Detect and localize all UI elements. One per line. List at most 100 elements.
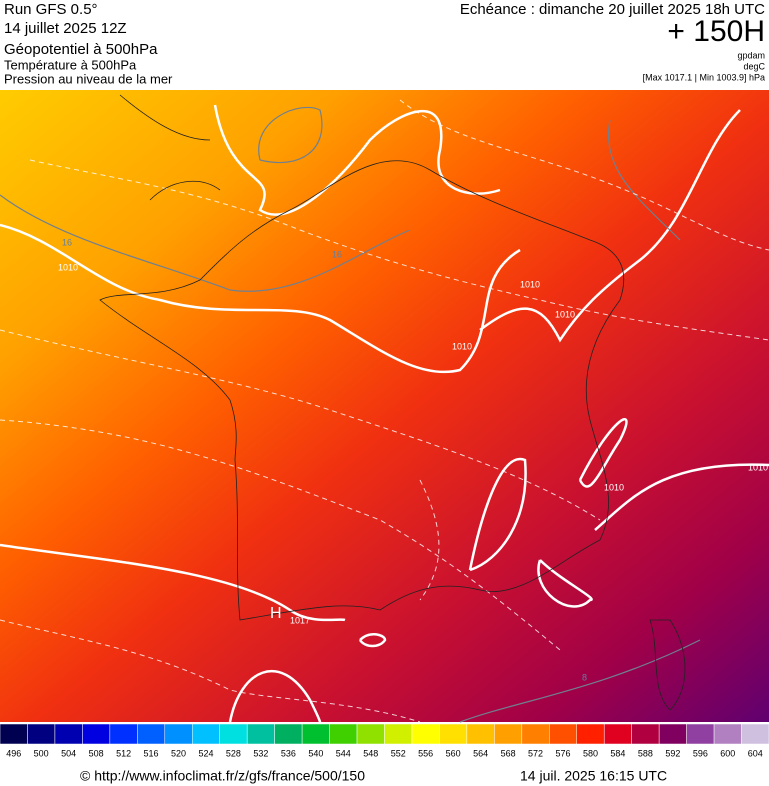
colorbar-label: 516 <box>144 748 159 758</box>
colorbar-label: 552 <box>391 748 406 758</box>
colorbar-label: 592 <box>665 748 680 758</box>
colorbar-label: 544 <box>336 748 351 758</box>
field: Géopotentiel à 500hPa <box>4 41 158 58</box>
colorbar-label: 568 <box>501 748 516 758</box>
colorbar-label: 564 <box>473 748 488 758</box>
color-swatch <box>466 723 495 745</box>
dashed-contour <box>0 619 421 723</box>
coastline <box>119 94 686 711</box>
colorbar-label: 524 <box>198 748 213 758</box>
color-swatch <box>137 723 166 745</box>
map-label: 1010 <box>748 462 768 472</box>
colorbar-label: 504 <box>61 748 76 758</box>
unit: degC <box>743 61 765 71</box>
map-label: 8 <box>582 672 587 682</box>
colorbar-label: 576 <box>556 748 571 758</box>
color-swatch <box>521 723 550 745</box>
colorbar-label: 556 <box>418 748 433 758</box>
colorbar-label: 560 <box>446 748 461 758</box>
map-label: 1010 <box>604 482 624 492</box>
color-swatch <box>164 723 193 745</box>
isobar <box>578 418 628 488</box>
colorbar-label: 508 <box>89 748 104 758</box>
colorbar-label: 584 <box>610 748 625 758</box>
isotherm <box>607 119 681 241</box>
map-label: H <box>270 605 282 622</box>
isobar <box>594 463 769 531</box>
isobar <box>468 457 527 572</box>
dashed-contour <box>29 159 769 341</box>
isobar <box>0 543 346 622</box>
colorbar-label: 536 <box>281 748 296 758</box>
dashed-contour <box>419 479 440 601</box>
colorbar-label: 520 <box>171 748 186 758</box>
colorbar-label: 600 <box>720 748 735 758</box>
colorbar-label: 500 <box>34 748 49 758</box>
dashed-contour <box>0 419 561 651</box>
color-swatch <box>301 723 330 745</box>
map-label: 16 <box>332 249 342 259</box>
map-label: 1010 <box>555 309 575 319</box>
isobar <box>479 109 741 343</box>
isobar <box>358 633 387 648</box>
colorbar-label: 588 <box>638 748 653 758</box>
colorbar-label: 496 <box>6 748 21 758</box>
color-swatch <box>0 723 28 745</box>
dashed-contour <box>399 99 769 251</box>
map-label: 1010 <box>452 341 472 351</box>
color-swatch <box>603 723 632 745</box>
color-swatch <box>274 723 303 745</box>
france-outline <box>99 160 625 621</box>
run-title: Run GFS 0.5° <box>4 1 98 18</box>
color-swatch <box>411 723 440 745</box>
map-field <box>0 90 769 722</box>
unit: gpdam <box>737 50 765 60</box>
lead-time: + 150H <box>667 15 765 48</box>
isotherm <box>459 639 701 723</box>
color-swatch <box>741 723 769 745</box>
color-swatch <box>686 723 715 745</box>
isobar <box>228 669 322 723</box>
color-swatch <box>329 723 358 745</box>
color-swatch <box>658 723 687 745</box>
colorbar: 496 500 504 508 512 516 520 524 528 532 536 540 544 5… <box>0 723 769 758</box>
isotherm <box>258 106 323 164</box>
color-swatch <box>713 723 742 745</box>
map-label: 1017 <box>290 615 310 625</box>
colorbar-label: 532 <box>253 748 268 758</box>
colorbar-label: 512 <box>116 748 131 758</box>
dashed-contour <box>0 329 601 521</box>
color-swatch <box>549 723 577 745</box>
valid-time: Echéance : dimanche 20 juillet 2025 18h … <box>460 1 765 18</box>
colorbar-label: 580 <box>583 748 598 758</box>
color-swatch <box>109 723 138 745</box>
map: 16 1010 16 1010 1010 1010 1010 1010 1017 H 8 <box>0 90 769 723</box>
timestamp: 14 juil. 2025 16:15 UTC <box>520 768 667 784</box>
source: © http://www.infoclimat.fr/z/gfs/france/… <box>80 768 365 784</box>
color-swatch <box>192 723 220 745</box>
colorbar-label: 548 <box>363 748 378 758</box>
field: Température à 500hPa <box>4 57 137 72</box>
color-swatch <box>384 723 413 745</box>
map-label: 1010 <box>520 279 540 289</box>
color-swatch <box>356 723 385 745</box>
isobar <box>213 104 501 216</box>
color-swatch <box>246 723 275 745</box>
run-date: 14 juillet 2025 12Z <box>4 20 127 37</box>
color-swatch <box>82 723 111 745</box>
color-swatch <box>631 723 660 745</box>
colorbar-label: 604 <box>748 748 763 758</box>
isobar <box>537 559 593 608</box>
map-label: 16 <box>62 237 72 247</box>
color-swatch <box>54 723 83 745</box>
field: Pression au niveau de la mer <box>4 71 173 86</box>
colorbar-label: 528 <box>226 748 241 758</box>
colorbar-label: 540 <box>308 748 323 758</box>
map-label: 1010 <box>58 262 78 272</box>
color-swatch <box>494 723 523 745</box>
unit: [Max 1017.1 | Min 1003.9] hPa <box>643 72 765 82</box>
isotherm <box>0 194 411 292</box>
color-swatch <box>439 723 468 745</box>
color-swatch <box>219 723 248 745</box>
